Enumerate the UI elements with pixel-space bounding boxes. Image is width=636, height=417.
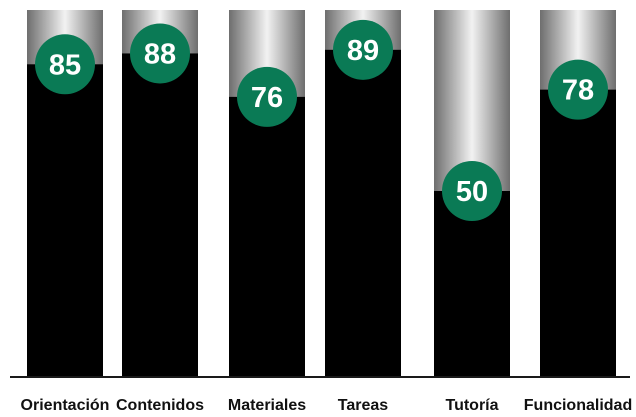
- x-tick-label-tutoria: Tutoría: [445, 397, 498, 414]
- bar-funcionalidad: [540, 89, 616, 377]
- value-badge-materiales: [237, 66, 297, 127]
- bar-contenidos: [122, 53, 198, 377]
- data-label-orientacion: 85: [49, 49, 81, 81]
- value-badge-funcionalidad: [548, 59, 608, 120]
- x-tick-label-contenidos: Contenidos: [116, 397, 204, 414]
- x-tick-label-materiales: Materiales: [228, 397, 306, 414]
- x-tick-label-orientacion: Orientación: [21, 397, 110, 414]
- data-label-tutoria: 50: [456, 176, 488, 208]
- data-label-funcionalidad: 78: [562, 75, 594, 107]
- value-badge-tareas: [333, 19, 393, 80]
- bar-tareas: [325, 49, 401, 377]
- value-badge-orientacion: [35, 34, 95, 95]
- x-tick-label-tareas: Tareas: [338, 397, 389, 414]
- bar-orientacion: [27, 64, 103, 378]
- bar-tutoria: [434, 191, 510, 377]
- value-badges-layer: 85 88 76 89 50 78: [35, 19, 608, 221]
- value-badge-tutoria: [442, 161, 502, 221]
- value-badge-contenidos: [130, 23, 190, 84]
- data-label-tareas: 89: [347, 35, 379, 67]
- x-tick-label-funcionalidad: Funcionalidad: [524, 397, 632, 414]
- data-label-contenidos: 88: [144, 38, 176, 70]
- bars-layer: [27, 10, 616, 378]
- data-label-materiales: 76: [251, 82, 283, 114]
- bar-materiales: [229, 96, 305, 377]
- x-tick-labels: Orientación Contenidos Materiales Tareas Tut…: [21, 397, 633, 414]
